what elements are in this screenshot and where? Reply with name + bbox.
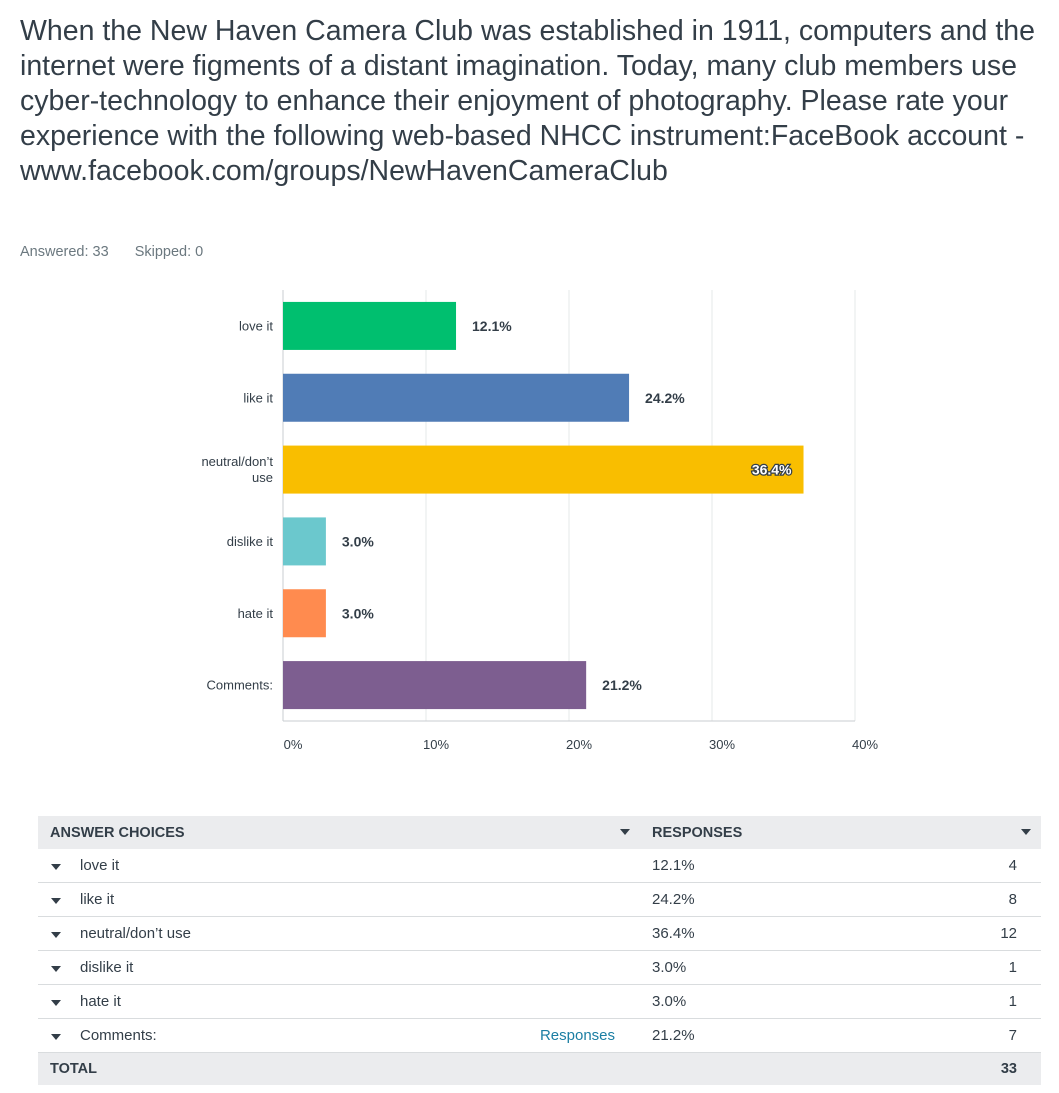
- total-count: 33: [1000, 1061, 1017, 1077]
- table-row: like it 24.2% 8: [38, 882, 1041, 917]
- response-percent: 3.0%: [652, 959, 687, 976]
- x-tick-label: 10%: [423, 737, 449, 752]
- answer-choice-cell: love it: [38, 849, 640, 883]
- response-count: 4: [1008, 857, 1017, 874]
- question-title: When the New Haven Camera Club was estab…: [20, 15, 1035, 187]
- data-label: 21.2%: [602, 677, 642, 693]
- data-label: 24.2%: [645, 390, 685, 406]
- response-cell: 36.4% 12: [640, 916, 1041, 951]
- answer-choice-cell: like it: [38, 882, 640, 917]
- category-label: hate it: [238, 606, 274, 621]
- bar-5: [283, 661, 587, 710]
- data-label: 3.0%: [342, 605, 374, 621]
- expand-caret-icon[interactable]: [51, 898, 61, 904]
- answer-choices-header-label: ANSWER CHOICES: [50, 825, 185, 841]
- category-label: like it: [243, 390, 273, 405]
- table-row: Comments: Responses 21.2% 7: [38, 1018, 1041, 1053]
- response-percent: 21.2%: [652, 1027, 695, 1044]
- bar-1: [283, 373, 630, 422]
- expand-caret-icon[interactable]: [51, 864, 61, 870]
- response-cell: 3.0% 1: [640, 984, 1041, 1019]
- answer-choices-header[interactable]: ANSWER CHOICES: [38, 816, 640, 849]
- answer-choice-cell: dislike it: [38, 950, 640, 985]
- expand-caret-icon[interactable]: [51, 966, 61, 972]
- response-percent: 36.4%: [652, 925, 695, 942]
- responses-link[interactable]: Responses: [539, 1027, 615, 1044]
- response-stats: Answered: 33 Skipped: 0: [20, 244, 203, 260]
- skipped-count: Skipped: 0: [134, 244, 204, 260]
- data-label: 12.1%: [472, 318, 512, 334]
- answer-choice-label: love it: [80, 857, 120, 874]
- sort-caret-icon[interactable]: [620, 829, 630, 835]
- table-row: love it 12.1% 4: [38, 849, 1041, 883]
- x-tick-label: 40%: [852, 737, 878, 752]
- sort-caret-icon[interactable]: [1021, 829, 1031, 835]
- x-tick-label: 30%: [709, 737, 735, 752]
- answer-choice-label: hate it: [80, 993, 121, 1010]
- answer-choice-cell: neutral/don’t use: [38, 916, 640, 951]
- results-table: ANSWER CHOICES RESPONSES love it 12.1% 4 li…: [38, 816, 1041, 1085]
- responses-header[interactable]: RESPONSES: [640, 816, 1041, 849]
- bar-2: [283, 445, 804, 494]
- response-cell: 21.2% 7: [640, 1018, 1041, 1053]
- x-tick-label: 0%: [284, 737, 303, 752]
- total-row: TOTAL 33: [38, 1052, 1041, 1085]
- answer-choice-label: neutral/don’t use: [80, 925, 191, 942]
- response-cell: 24.2% 8: [640, 882, 1041, 917]
- category-label: love it: [239, 318, 273, 333]
- category-label: use: [252, 470, 273, 485]
- expand-caret-icon[interactable]: [51, 1034, 61, 1040]
- total-label-cell: TOTAL: [38, 1052, 640, 1085]
- response-percent: 3.0%: [652, 993, 687, 1010]
- response-count: 8: [1008, 891, 1017, 908]
- answer-choice-label: Comments:: [80, 1027, 157, 1044]
- category-label: dislike it: [227, 534, 274, 549]
- x-tick-label: 20%: [566, 737, 592, 752]
- response-percent: 12.1%: [652, 857, 695, 874]
- data-label: 3.0%: [342, 533, 374, 549]
- responses-header-label: RESPONSES: [652, 825, 743, 841]
- table-row: hate it 3.0% 1: [38, 984, 1041, 1019]
- total-count-cell: 33: [640, 1052, 1041, 1085]
- answer-choice-label: dislike it: [80, 959, 134, 976]
- answer-choice-label: like it: [80, 891, 115, 908]
- table-row: dislike it 3.0% 1: [38, 950, 1041, 985]
- expand-caret-icon[interactable]: [51, 932, 61, 938]
- bar-4: [283, 589, 326, 638]
- category-label: neutral/don’t: [201, 454, 273, 469]
- response-count: 1: [1008, 959, 1017, 976]
- response-count: 7: [1008, 1027, 1017, 1044]
- category-label: Comments:: [207, 678, 273, 693]
- expand-caret-icon[interactable]: [51, 1000, 61, 1006]
- total-label: TOTAL: [50, 1061, 97, 1077]
- answer-choice-cell: hate it: [38, 984, 640, 1019]
- response-percent: 24.2%: [652, 891, 695, 908]
- response-cell: 12.1% 4: [640, 849, 1041, 883]
- response-count: 12: [1000, 925, 1017, 942]
- bar-chart: 0% 10% 20% 30% 40% love it 12.1% like it 24.2% ne…: [201, 290, 878, 752]
- bar-3: [283, 517, 326, 566]
- response-count: 1: [1008, 993, 1017, 1010]
- response-cell: 3.0% 1: [640, 950, 1041, 985]
- answer-choice-cell: Comments: Responses: [38, 1018, 640, 1053]
- table-row: neutral/don’t use 36.4% 12: [38, 916, 1041, 951]
- bar-0: [283, 301, 457, 350]
- answered-count: Answered: 33: [20, 244, 109, 260]
- data-label: 36.4%: [752, 462, 792, 478]
